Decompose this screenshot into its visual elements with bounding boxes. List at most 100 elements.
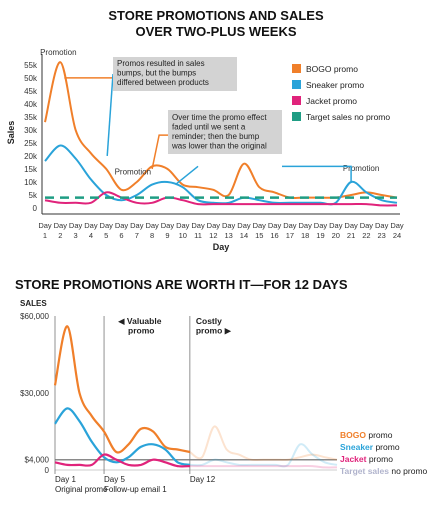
callout-1-box xyxy=(113,57,237,91)
x-tick-label-num: 4 xyxy=(89,231,93,240)
chart-title: STORE PROMOTIONS ARE WORTH IT—FOR 12 DAY… xyxy=(15,277,348,292)
legend-swatch-target xyxy=(292,112,301,121)
series-line-faded-jacket xyxy=(189,465,338,469)
y-tick-label: 55k xyxy=(24,61,38,70)
x-tick-label-day: Day xyxy=(253,221,267,230)
x-tick-label-day: Day xyxy=(130,221,144,230)
marker-label-day-5: Day 5 xyxy=(104,475,125,484)
x-tick-label-day: Day xyxy=(344,221,358,230)
chart-2: STORE PROMOTIONS ARE WORTH IT—FOR 12 DAY… xyxy=(15,277,428,494)
marker-label-day-12: Day 12 xyxy=(190,475,216,484)
chart-title-line-1: STORE PROMOTIONS AND SALES xyxy=(108,8,324,23)
y-tick-label: $4,000 xyxy=(25,456,50,465)
x-tick-label-num: 23 xyxy=(378,231,386,240)
x-tick-label-day: Day xyxy=(237,221,251,230)
x-tick-label-num: 19 xyxy=(316,231,324,240)
x-tick-label-num: 1 xyxy=(43,231,47,240)
region-label-valuable: ◀ Valuable promo xyxy=(118,316,162,336)
y-tick-label: 0 xyxy=(45,466,50,475)
legend-label-bogo: BOGO promo xyxy=(306,64,358,74)
x-tick-label-num: 13 xyxy=(224,231,232,240)
y-tick-label: 35k xyxy=(24,113,38,122)
x-tick-label-day: Day xyxy=(84,221,98,230)
x-tick-label-day: Day xyxy=(375,221,389,230)
x-tick-label-num: 5 xyxy=(104,231,108,240)
x-tick-label-day: Day xyxy=(207,221,221,230)
x-tick-label-num: 11 xyxy=(194,231,202,240)
x-tick-label-num: 17 xyxy=(286,231,294,240)
x-tick-label-num: 9 xyxy=(165,231,169,240)
marker-label-day-1: Day 1 xyxy=(55,475,76,484)
x-tick-label-day: Day xyxy=(69,221,83,230)
legend-rest-bogo: promo xyxy=(366,430,393,440)
legend-key-sneaker: Sneaker xyxy=(340,442,374,452)
x-tick-label-num: 3 xyxy=(74,231,78,240)
legend-label-sneaker: Sneaker promo xyxy=(306,80,364,90)
x-tick-label-num: 18 xyxy=(301,231,309,240)
callout-2-line: reminder; then the bump xyxy=(172,132,260,141)
chart-title-line-2: OVER TWO-PLUS WEEKS xyxy=(135,24,296,39)
x-tick-label-day: Day xyxy=(100,221,114,230)
x-tick-label-num: 16 xyxy=(270,231,278,240)
legend-key-jacket: Jacket xyxy=(340,454,367,464)
callout-2-line: faded until we sent a xyxy=(172,123,246,132)
series-line-jacket xyxy=(54,453,190,468)
annotation-promotion-2: Promotion xyxy=(115,168,151,177)
callout-2-connector-bogo xyxy=(151,134,168,170)
x-tick-label-day: Day xyxy=(54,221,68,230)
legend-swatch-sneaker xyxy=(292,80,301,89)
annotation-promotion-1: Promotion xyxy=(40,48,76,57)
x-tick-label-num: 12 xyxy=(209,231,217,240)
series-line-jacket xyxy=(44,191,398,207)
legend-rest-jacket: promo xyxy=(366,454,393,464)
series-line-bogo xyxy=(53,325,191,454)
y-tick-label: $60,000 xyxy=(20,312,49,321)
callout-2-text: Over time the promo effect faded until we… xyxy=(171,113,267,151)
x-tick-label-day: Day xyxy=(268,221,282,230)
legend-swatch-bogo xyxy=(292,64,301,73)
y-tick-label: 0 xyxy=(33,204,38,213)
x-tick-label-day: Day xyxy=(299,221,313,230)
annotation-promotion-3: Promotion xyxy=(343,164,379,173)
x-tick-label-num: 8 xyxy=(150,231,154,240)
region-label-costly-line: promo ▶ xyxy=(196,326,232,336)
x-tick-label-num: 24 xyxy=(393,231,401,240)
legend-rest-target: no promo xyxy=(389,466,428,476)
x-tick-label-day: Day xyxy=(176,221,190,230)
region-label-costly: Costly promo ▶ xyxy=(196,316,232,336)
callout-1-line: differed between products xyxy=(117,78,209,87)
legend-label-target: Target sales no promo xyxy=(306,112,390,122)
callout-1-line: bumps, but the bumps xyxy=(117,69,196,78)
y-tick-label: 5k xyxy=(29,191,38,200)
series-line-sneaker xyxy=(54,407,191,466)
legend-swatch-jacket xyxy=(292,96,301,105)
callout-2-connector-sneaker-right xyxy=(282,165,352,182)
y-tick-label: 50k xyxy=(24,74,38,83)
x-tick-label-num: 22 xyxy=(362,231,370,240)
legend-entry-target: Target sales no promo xyxy=(340,466,428,476)
callout-2-line: was lower than the original xyxy=(171,142,267,151)
legend-key-bogo: BOGO xyxy=(340,430,366,440)
legend-key-target: Target sales xyxy=(340,466,389,476)
region-label-valuable-line: promo xyxy=(128,326,154,336)
y-tick-label: 15k xyxy=(24,165,38,174)
callout-1-connector-sneaker xyxy=(106,73,114,156)
legend-entry-bogo: BOGO promo xyxy=(340,430,393,440)
callout-2-box xyxy=(168,110,282,154)
x-tick-label-num: 21 xyxy=(347,231,355,240)
series-line-faded-sneaker xyxy=(189,443,338,468)
x-tick-label-day: Day xyxy=(360,221,374,230)
y-tick-label: 30k xyxy=(24,126,38,135)
callout-2-line: Over time the promo effect xyxy=(172,113,267,122)
callout-1-text: Promos resulted in sales bumps, but the b… xyxy=(117,59,209,87)
legend-rest-sneaker: promo xyxy=(373,442,400,452)
marker-sublabel-day-1: Original promo xyxy=(55,485,108,494)
callout-1-line: Promos resulted in sales xyxy=(117,59,205,68)
x-tick-label-num: 7 xyxy=(135,231,139,240)
callout-2-connector-sneaker xyxy=(174,165,199,186)
y-tick-label: 25k xyxy=(24,139,38,148)
x-tick-label-day: Day xyxy=(329,221,343,230)
series-line-faded-bogo xyxy=(189,425,338,462)
